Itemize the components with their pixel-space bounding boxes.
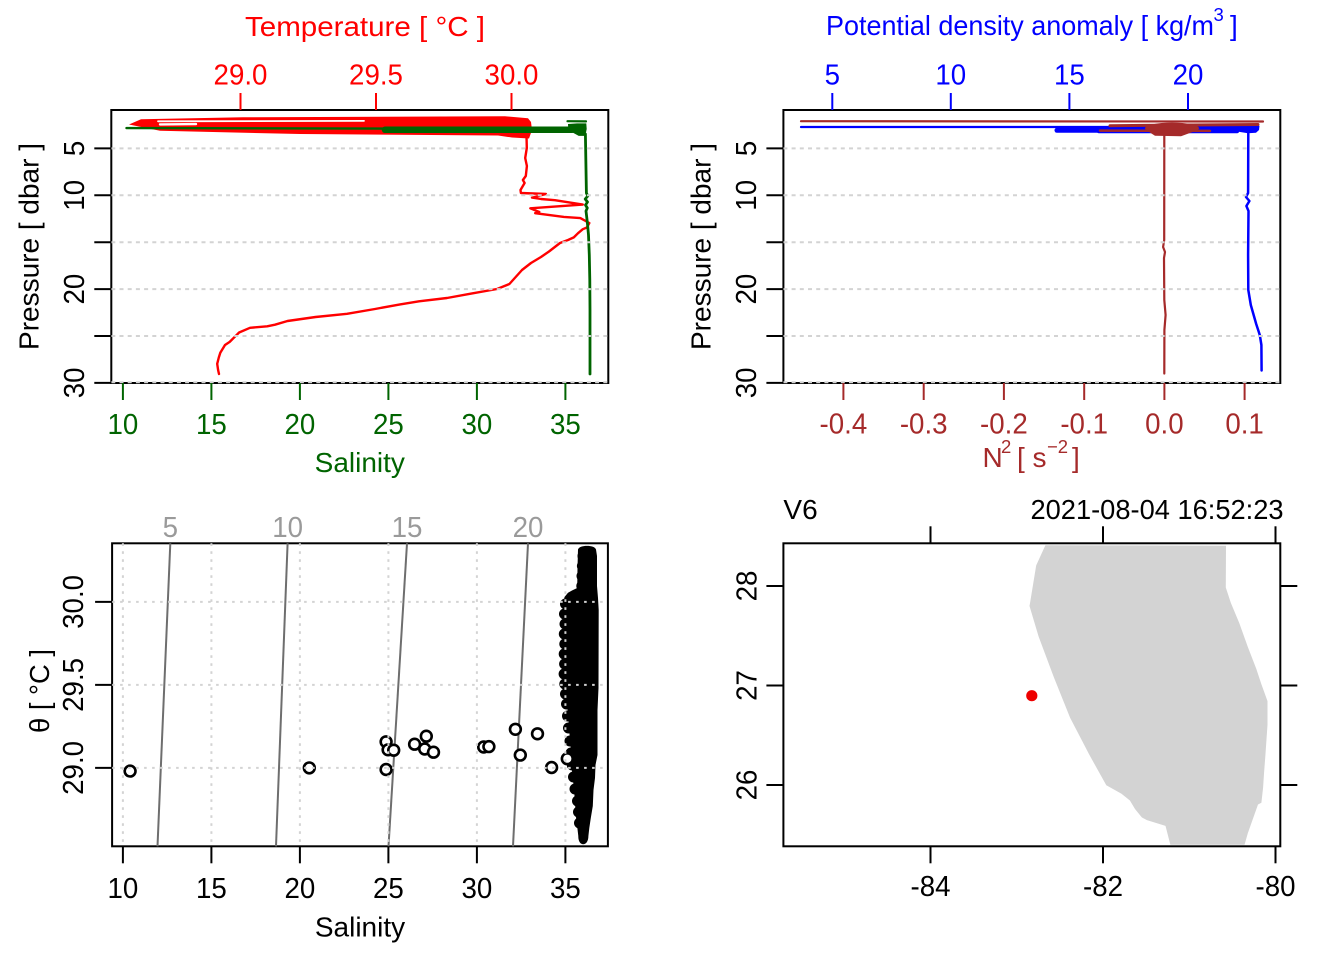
svg-text:θ [ °C ]: θ [ °C ] <box>24 649 55 733</box>
svg-text:-0.3: -0.3 <box>900 409 948 441</box>
svg-text:-84: -84 <box>911 871 951 903</box>
svg-text:N: N <box>983 442 1003 473</box>
svg-text:-0.4: -0.4 <box>820 409 868 441</box>
svg-text:15: 15 <box>196 873 227 905</box>
svg-text:10: 10 <box>272 512 303 544</box>
svg-text:10: 10 <box>731 180 763 211</box>
svg-text:30: 30 <box>462 409 493 441</box>
svg-text:15: 15 <box>392 512 423 544</box>
svg-text:Salinity: Salinity <box>315 447 405 478</box>
svg-text:10: 10 <box>108 409 139 441</box>
svg-text:27: 27 <box>732 670 764 701</box>
svg-text:-0.1: -0.1 <box>1060 409 1108 441</box>
svg-text:20: 20 <box>513 512 544 544</box>
svg-text:-82: -82 <box>1083 871 1123 903</box>
svg-text:5: 5 <box>163 512 178 544</box>
svg-text:]: ] <box>1230 10 1238 41</box>
svg-text:V6: V6 <box>783 494 817 525</box>
svg-text:28: 28 <box>732 571 764 602</box>
svg-text:35: 35 <box>550 873 581 905</box>
svg-text:0.0: 0.0 <box>1145 409 1184 441</box>
svg-text:20: 20 <box>285 873 316 905</box>
svg-text:0.1: 0.1 <box>1225 409 1264 441</box>
svg-text:26: 26 <box>732 770 764 801</box>
svg-text:5: 5 <box>825 60 840 92</box>
svg-text:20: 20 <box>59 274 91 305</box>
svg-text:20: 20 <box>731 274 763 305</box>
svg-text:29.5: 29.5 <box>349 60 403 92</box>
svg-text:Pressure [ dbar ]: Pressure [ dbar ] <box>14 143 45 350</box>
svg-text:30.0: 30.0 <box>485 60 539 92</box>
svg-text:15: 15 <box>1054 60 1085 92</box>
svg-text:25: 25 <box>373 409 404 441</box>
svg-text:Potential density anomaly [ kg: Potential density anomaly [ kg/m <box>826 10 1214 41</box>
svg-text:30: 30 <box>59 368 91 399</box>
svg-text:15: 15 <box>196 409 227 441</box>
svg-text:29.0: 29.0 <box>214 60 268 92</box>
svg-text:2021-08-04 16:52:23: 2021-08-04 16:52:23 <box>1031 494 1284 525</box>
svg-text:-0.2: -0.2 <box>980 409 1028 441</box>
svg-text:20: 20 <box>285 409 316 441</box>
svg-text:]: ] <box>1072 442 1080 473</box>
svg-text:Temperature [ °C ]: Temperature [ °C ] <box>245 11 485 42</box>
svg-text:−2: −2 <box>1047 436 1068 457</box>
svg-text:29.5: 29.5 <box>58 658 90 712</box>
svg-text:5: 5 <box>731 141 763 156</box>
svg-text:25: 25 <box>373 873 404 905</box>
svg-text:30.0: 30.0 <box>58 575 90 629</box>
svg-text:30: 30 <box>462 873 493 905</box>
svg-text:30: 30 <box>731 368 763 399</box>
svg-text:29.0: 29.0 <box>58 741 90 795</box>
svg-text:Salinity: Salinity <box>315 912 405 943</box>
svg-text:5: 5 <box>59 141 91 156</box>
svg-text:2: 2 <box>1001 436 1011 457</box>
svg-text:3: 3 <box>1214 4 1224 25</box>
svg-text:20: 20 <box>1173 60 1204 92</box>
svg-text:35: 35 <box>550 409 581 441</box>
svg-text:-80: -80 <box>1256 871 1296 903</box>
svg-text:[ s: [ s <box>1017 442 1047 473</box>
svg-text:10: 10 <box>935 60 966 92</box>
svg-text:Pressure [ dbar ]: Pressure [ dbar ] <box>686 143 717 350</box>
svg-text:10: 10 <box>108 873 139 905</box>
svg-text:10: 10 <box>59 180 91 211</box>
